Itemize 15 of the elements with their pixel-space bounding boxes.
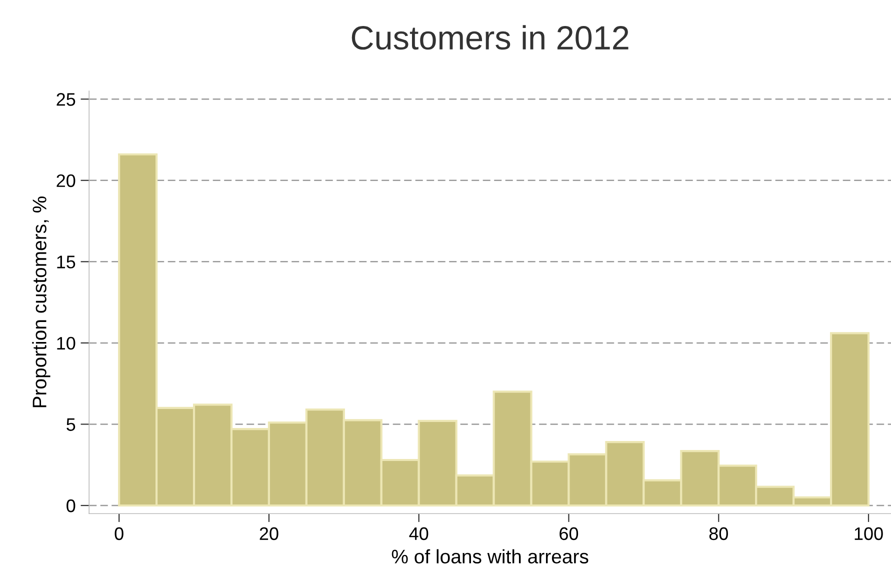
x-tick-label: 20	[260, 527, 278, 540]
x-tick-label: 60	[560, 527, 578, 540]
x-tick-label: 40	[409, 527, 428, 540]
x-tick-label: 80	[709, 527, 728, 540]
x-axis-title: % of loans with arrears	[392, 549, 588, 564]
y-tick-label: 15	[57, 256, 76, 268]
x-tick-label: 100	[854, 527, 883, 540]
chart-title: Customers in 2012	[352, 25, 628, 50]
y-tick-label: 25	[56, 93, 76, 106]
y-axis-title: Proportion customers, %	[32, 196, 50, 408]
y-tick-label: 20	[56, 174, 76, 188]
y-tick-label: 0	[66, 499, 76, 512]
y-tick-label: 10	[57, 336, 76, 350]
y-tick-label: 5	[66, 418, 76, 431]
x-tick-label: 0	[114, 527, 124, 540]
